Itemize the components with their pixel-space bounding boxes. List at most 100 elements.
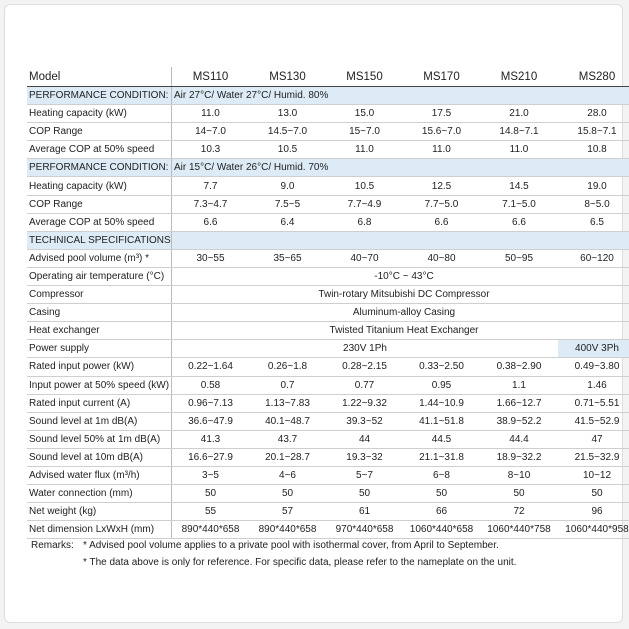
cell: 7.7~5.0 [403, 195, 480, 214]
cell: 1060*440*958 [558, 520, 629, 540]
cell: 0.28~2.15 [326, 357, 403, 377]
cell: 10~12 [558, 466, 629, 486]
table-row: PERFORMANCE CONDITION: Air 15°C/ Water 26… [27, 158, 629, 178]
row-label: Sound level at 10m dB(A) [27, 448, 172, 467]
row-label: Net dimension LxWxH (mm) [27, 520, 172, 540]
cell: 44.5 [403, 430, 480, 449]
column-header: MS210 [480, 67, 558, 87]
cell: 43.7 [249, 430, 326, 449]
column-header: MS280 [558, 67, 629, 87]
cell: 38.9~52.2 [480, 412, 558, 431]
cell: 14.5 [480, 176, 558, 196]
cell: 28.0 [558, 104, 629, 124]
row-label: COP Range [27, 122, 172, 142]
cell: 7.7 [171, 176, 249, 196]
remarks-label: Remarks: [31, 540, 74, 551]
cell: 6~8 [403, 466, 480, 486]
row-label: Average COP at 50% speed [27, 140, 172, 160]
cell: 0.71~5.51 [558, 394, 629, 413]
cell: 0.77 [326, 376, 403, 395]
cell: 6.8 [326, 213, 403, 232]
cell: 8~10 [480, 466, 558, 486]
cell: 10.3 [171, 140, 249, 160]
cell: 0.96~7.13 [171, 394, 249, 413]
cell: 36.6~47.9 [171, 412, 249, 431]
remark-note: * The data above is only for reference. … [83, 557, 517, 568]
cell: 15.6~7.0 [403, 122, 480, 142]
cell: 1.13~7.83 [249, 394, 326, 413]
cell: 0.22~1.64 [171, 357, 249, 377]
cell: 14.5~7.0 [249, 122, 326, 142]
row-label: Rated input power (kW) [27, 357, 172, 377]
cell: 0.7 [249, 376, 326, 395]
cell: 14.8~7.1 [480, 122, 558, 142]
table-row: Power supply 230V 1Ph 400V 3Ph [27, 339, 629, 359]
cell: 0.49~3.80 [558, 357, 629, 377]
cell: 5~7 [326, 466, 403, 486]
table-row: Average COP at 50% speed 10.3 10.5 11.0 11.0… [27, 140, 629, 160]
table-row: Input power at 50% speed (kW) 0.58 0.7 0.77… [27, 376, 629, 395]
cell [171, 231, 629, 250]
cell: 39.3~52 [326, 412, 403, 431]
cell: 61 [326, 502, 403, 522]
cell: 9.0 [249, 176, 326, 196]
cell: 10.5 [249, 140, 326, 160]
table-row: Rated input power (kW) 0.22~1.64 0.26~1.8 0… [27, 357, 629, 377]
row-label: PERFORMANCE CONDITION: [27, 86, 172, 106]
remark-line: * The data above is only for reference. … [31, 554, 516, 571]
row-label: Advised pool volume (m³) * [27, 249, 172, 268]
cell: 890*440*658 [249, 520, 326, 540]
cell: 13.0 [249, 104, 326, 124]
cell: 0.38~2.90 [480, 357, 558, 377]
table-row: Casing Aluminum-alloy Casing [27, 303, 629, 323]
table-row: Average COP at 50% speed 6.6 6.4 6.8 6.6 6.6 6… [27, 213, 629, 232]
cell: 1060*440*758 [480, 520, 558, 540]
cell: 18.9~32.2 [480, 448, 558, 467]
cell: Twisted Titanium Heat Exchanger [171, 321, 629, 341]
table-row: Sound level at 1m dB(A) 36.6~47.9 40.1~48.… [27, 412, 629, 431]
cell: 41.3 [171, 430, 249, 449]
table-row: TECHNICAL SPECIFICATIONS [27, 231, 629, 250]
cell: 890*440*658 [171, 520, 249, 540]
row-label: Heating capacity (kW) [27, 176, 172, 196]
table-row: Water connection (mm) 50 50 50 50 50 50 [27, 484, 629, 504]
cell: 6.6 [480, 213, 558, 232]
row-label: Casing [27, 303, 172, 323]
cell: 15.8~7.1 [558, 122, 629, 142]
cell: 11.0 [403, 140, 480, 160]
cell: 0.33~2.50 [403, 357, 480, 377]
table-row: Model MS110 MS130 MS150 MS170 MS210 MS280 [27, 67, 629, 87]
cell: 50 [480, 484, 558, 504]
table-row: COP Range 7.3~4.7 7.5~5 7.7~4.9 7.7~5.0 7.1~5… [27, 195, 629, 214]
row-label: Net weight (kg) [27, 502, 172, 522]
row-label: Advised water flux (m³/h) [27, 466, 172, 486]
cell: 60~120 [558, 249, 629, 268]
column-header: MS110 [171, 67, 249, 87]
row-label: PERFORMANCE CONDITION: [27, 158, 172, 178]
card: Model MS110 MS130 MS150 MS170 MS210 MS280 PERFO… [4, 4, 629, 623]
cell: 50 [403, 484, 480, 504]
row-label: Heat exchanger [27, 321, 172, 341]
cell: 40~70 [326, 249, 403, 268]
cell: 57 [249, 502, 326, 522]
cell: 10.8 [558, 140, 629, 160]
cell: 40.1~48.7 [249, 412, 326, 431]
cell: 41.5~52.9 [558, 412, 629, 431]
cell: 17.5 [403, 104, 480, 124]
cell: 16.6~27.9 [171, 448, 249, 467]
table-row: Sound level 50% at 1m dB(A) 41.3 43.7 44 44.… [27, 430, 629, 449]
row-label: COP Range [27, 195, 172, 214]
cell: 1060*440*658 [403, 520, 480, 540]
cell: 10.5 [326, 176, 403, 196]
cell: 7.5~5 [249, 195, 326, 214]
cell: 1.44~10.9 [403, 394, 480, 413]
row-label: Compressor [27, 285, 172, 305]
table-row: Rated input current (A) 0.96~7.13 1.13~7.8… [27, 394, 629, 413]
cell: 50 [171, 484, 249, 504]
cell: Air 27°C/ Water 27°C/ Humid. 80% [171, 86, 629, 106]
spec-table: Model MS110 MS130 MS150 MS170 MS210 MS280 PERFO… [27, 67, 629, 540]
table-row: Net dimension LxWxH (mm) 890*440*658 890*4… [27, 520, 629, 540]
cell: 21.0 [480, 104, 558, 124]
row-label: Sound level 50% at 1m dB(A) [27, 430, 172, 449]
cell: 970*440*658 [326, 520, 403, 540]
